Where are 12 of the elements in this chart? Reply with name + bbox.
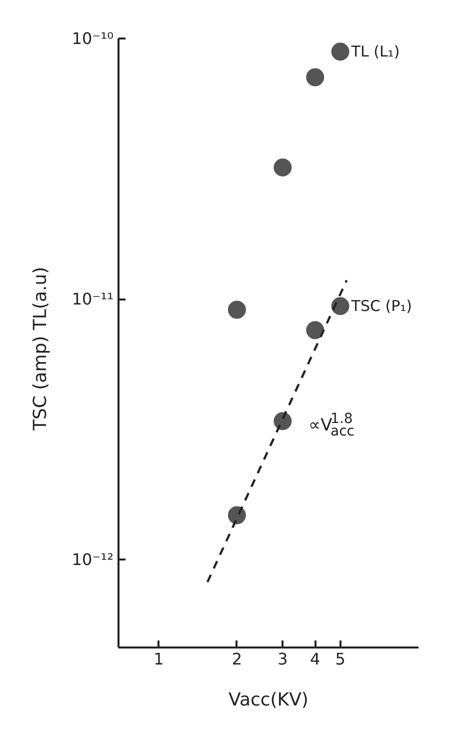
x-tick-label: 3 (278, 650, 288, 668)
y-axis-title: TSC (amp) TL(a.u) (30, 266, 51, 432)
x-tick-label: 1 (154, 650, 164, 668)
x-axis-title: Vacc(KV) (228, 690, 308, 710)
series-label: TL (L₁) (350, 42, 400, 61)
x-tick-label: 2 (232, 650, 242, 668)
x-tick-label: 5 (335, 650, 346, 668)
y-tick-label: 10⁻¹² (72, 550, 114, 570)
y-tick-label: 10⁻¹⁰ (72, 29, 114, 48)
x-tick-label: 4 (310, 650, 320, 668)
y-tick-label: 10⁻¹¹ (72, 290, 114, 309)
series-label: TSC (P₁) (350, 297, 412, 316)
